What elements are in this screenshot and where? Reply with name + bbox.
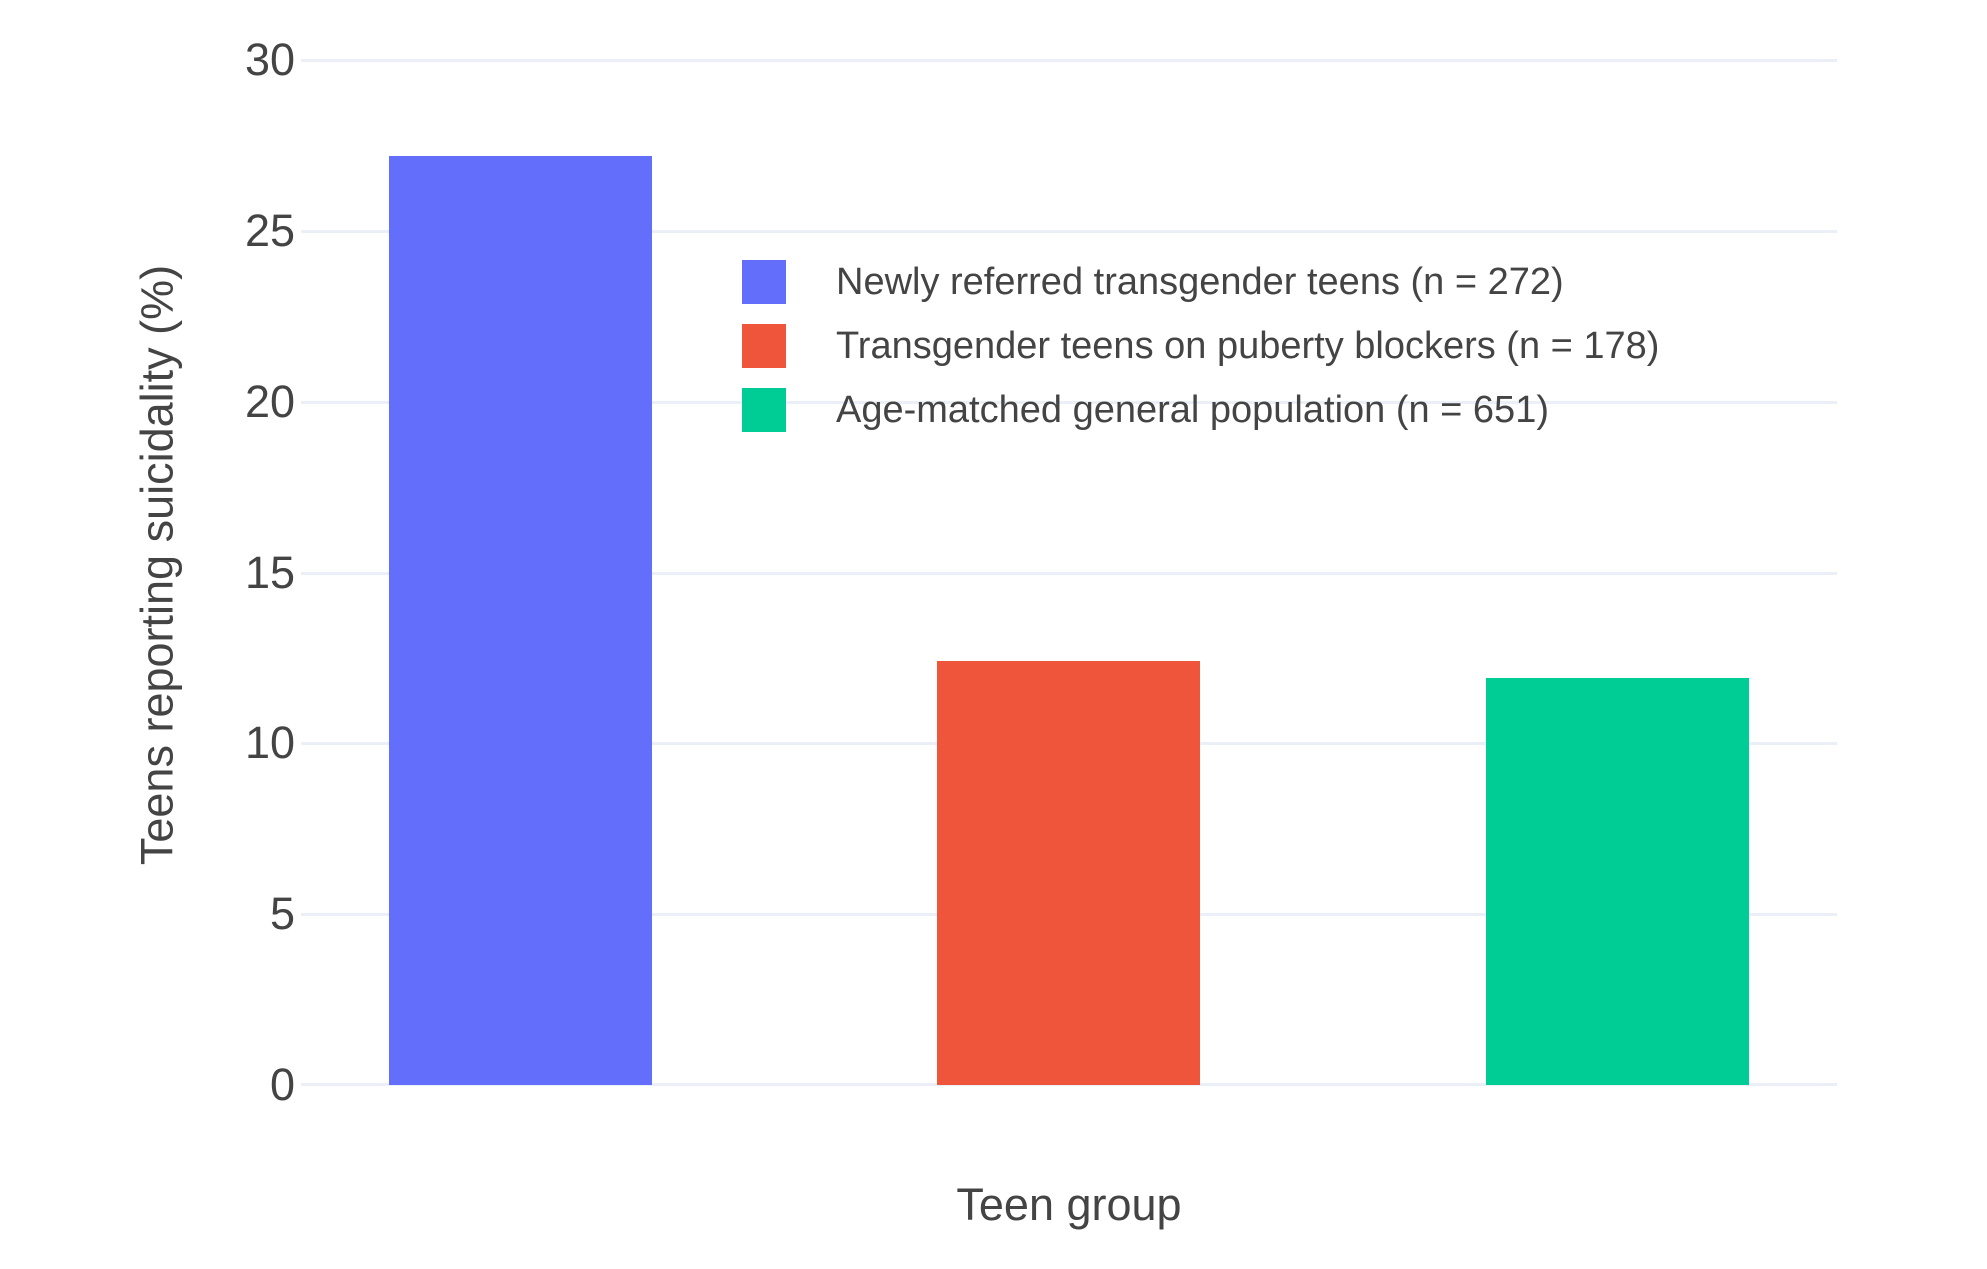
gridline-y-30: [301, 59, 1837, 62]
y-tick-label-0: 0: [269, 1059, 295, 1110]
y-tick-label-10: 10: [244, 717, 295, 768]
legend: Newly referred transgender teens (n = 27…: [742, 258, 1659, 450]
y-tick-label-25: 25: [244, 205, 295, 256]
legend-item[interactable]: Newly referred transgender teens (n = 27…: [742, 258, 1659, 306]
bar-age-matched-general-population-n-651[interactable]: [1486, 678, 1749, 1085]
y-tick-label-20: 20: [244, 376, 295, 427]
y-tick-label-5: 5: [269, 888, 295, 939]
legend-item[interactable]: Age-matched general population (n = 651): [742, 386, 1659, 434]
bar-newly-referred-transgender-teens-n-272[interactable]: [389, 156, 652, 1085]
legend-swatch-icon: [742, 324, 786, 368]
y-axis-title: Teens reporting suicidality (%): [131, 264, 183, 866]
bar-transgender-teens-on-puberty-blockers-n-178[interactable]: [937, 661, 1200, 1085]
gridline-y-15: [301, 572, 1837, 575]
y-tick-label-15: 15: [244, 547, 295, 598]
legend-label: Age-matched general population (n = 651): [836, 389, 1549, 431]
legend-swatch-icon: [742, 388, 786, 432]
x-axis-title: Teen group: [956, 1179, 1182, 1230]
legend-label: Newly referred transgender teens (n = 27…: [836, 261, 1564, 303]
gridline-y-25: [301, 230, 1837, 233]
legend-swatch-icon: [742, 260, 786, 304]
legend-item[interactable]: Transgender teens on puberty blockers (n…: [742, 322, 1659, 370]
plot-area: [301, 59, 1837, 1086]
legend-label: Transgender teens on puberty blockers (n…: [836, 325, 1660, 367]
gridline-y-20: [301, 401, 1837, 404]
y-tick-label-30: 30: [244, 34, 295, 85]
